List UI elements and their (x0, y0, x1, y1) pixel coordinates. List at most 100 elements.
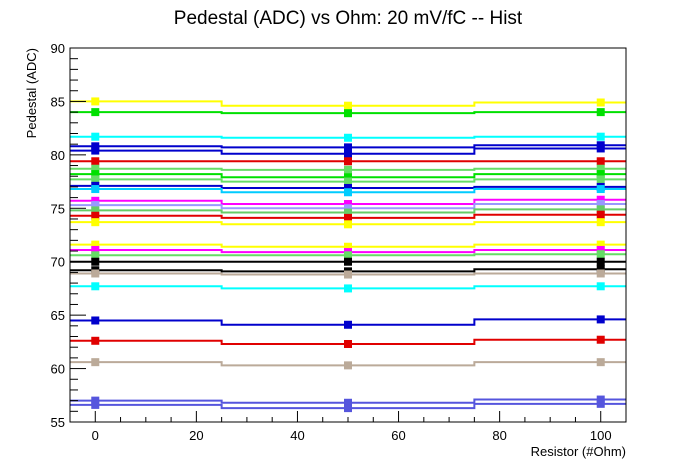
series-13 (70, 200, 626, 213)
data-point (344, 165, 352, 174)
data-point (91, 201, 100, 210)
series-17 (70, 240, 626, 251)
x-tick-label: 60 (391, 428, 405, 443)
series-layer (70, 97, 626, 413)
series-9 (70, 175, 626, 186)
x-tick-label: 80 (492, 428, 506, 443)
data-point (344, 109, 352, 118)
data-point (91, 164, 100, 173)
data-point (91, 170, 100, 179)
data-point (91, 218, 100, 227)
data-point (596, 144, 605, 153)
x-axis-label: Resistor (#Ohm) (531, 444, 626, 459)
data-point (91, 185, 100, 194)
data-point (344, 320, 352, 329)
y-tick-label: 70 (51, 255, 65, 270)
data-point (596, 175, 605, 184)
data-point (344, 257, 352, 266)
data-point (596, 164, 605, 173)
data-point (344, 398, 352, 407)
data-point (596, 358, 605, 367)
series-19 (70, 250, 626, 260)
data-point (344, 242, 352, 251)
data-point (596, 335, 605, 344)
data-point (596, 245, 605, 254)
data-point (91, 269, 100, 278)
data-point (91, 108, 100, 117)
data-point (596, 210, 605, 219)
data-point (344, 149, 352, 158)
y-tick-label: 55 (51, 415, 65, 430)
data-point (344, 404, 352, 413)
series-28 (70, 399, 626, 413)
x-tick-label: 0 (92, 428, 99, 443)
x-tick-label: 20 (189, 428, 203, 443)
data-point (344, 173, 352, 182)
series-5 (70, 144, 626, 158)
y-tick-label: 65 (51, 308, 65, 323)
data-point (344, 188, 352, 197)
data-point (596, 205, 605, 214)
data-point (91, 336, 100, 345)
data-point (91, 206, 100, 215)
data-point (596, 399, 605, 408)
data-point (91, 251, 100, 260)
data-point (344, 339, 352, 348)
x-tick-label: 40 (290, 428, 304, 443)
x-tick-label: 100 (590, 428, 612, 443)
data-point (91, 97, 100, 106)
series-2 (70, 108, 626, 118)
y-tick-label: 90 (51, 41, 65, 56)
data-point (596, 315, 605, 324)
series-3 (70, 132, 626, 142)
data-point (344, 284, 352, 293)
y-tick-label: 85 (51, 94, 65, 109)
data-point (91, 142, 100, 151)
data-point (344, 157, 352, 166)
data-point (344, 251, 352, 260)
data-point (344, 213, 352, 222)
data-point (91, 196, 100, 205)
series-25 (70, 335, 626, 348)
data-point (344, 208, 352, 217)
y-axis: 55 60 65 70 75 80 85 90 (51, 41, 86, 430)
data-point (596, 269, 605, 278)
series-16 (70, 218, 626, 229)
series-23 (70, 282, 626, 293)
series-26 (70, 358, 626, 370)
series-24 (70, 315, 626, 329)
data-point (344, 133, 352, 142)
data-point (596, 108, 605, 117)
data-point (596, 240, 605, 249)
series-line (70, 253, 626, 257)
data-point (596, 250, 605, 259)
data-point (91, 282, 100, 291)
series-14 (70, 205, 626, 217)
data-point (91, 257, 100, 266)
series-6 (70, 157, 626, 166)
series-20 (70, 257, 626, 266)
x-axis: 0 20 40 60 80 100 (69, 411, 627, 443)
y-tick-label: 60 (51, 362, 65, 377)
series-12 (70, 195, 626, 209)
data-point (91, 157, 100, 166)
data-point (344, 183, 352, 192)
y-tick-label: 80 (51, 148, 65, 163)
data-point (596, 195, 605, 204)
data-point (91, 245, 100, 254)
data-point (596, 157, 605, 166)
data-point (344, 177, 352, 186)
series-15 (70, 210, 626, 222)
data-point (344, 220, 352, 229)
y-tick-label: 75 (51, 201, 65, 216)
data-point (596, 395, 605, 404)
data-point (344, 101, 352, 110)
data-point (91, 240, 100, 249)
data-point (91, 358, 100, 367)
data-point (91, 396, 100, 405)
data-point (91, 132, 100, 141)
data-point (91, 175, 100, 184)
series-8 (70, 170, 626, 182)
series-27 (70, 395, 626, 407)
series-22 (70, 269, 626, 279)
